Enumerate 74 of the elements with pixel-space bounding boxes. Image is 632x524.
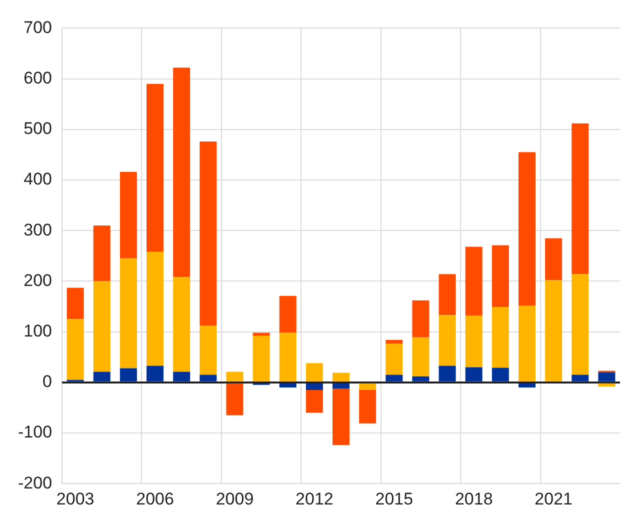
bar bbox=[200, 142, 217, 326]
bar bbox=[146, 84, 164, 252]
y-tick-label: 0 bbox=[42, 372, 52, 392]
x-tick-label: 2009 bbox=[216, 489, 254, 508]
bar bbox=[518, 305, 536, 382]
y-tick-label: 600 bbox=[24, 68, 52, 88]
bar bbox=[200, 374, 217, 382]
bar bbox=[120, 258, 137, 368]
bar bbox=[465, 246, 482, 316]
bar bbox=[572, 374, 589, 382]
bar bbox=[492, 245, 509, 308]
bar bbox=[359, 390, 376, 424]
bar bbox=[252, 336, 270, 382]
bar bbox=[492, 307, 509, 368]
bar bbox=[359, 383, 376, 390]
bar bbox=[332, 388, 350, 446]
bar bbox=[146, 366, 164, 382]
bar bbox=[173, 372, 190, 382]
y-tick-label: 400 bbox=[24, 170, 52, 189]
bar bbox=[120, 172, 137, 258]
bar bbox=[518, 383, 536, 388]
bar bbox=[412, 337, 430, 376]
x-tick-label: 2018 bbox=[454, 489, 493, 508]
bar bbox=[66, 319, 84, 380]
bar bbox=[386, 340, 403, 344]
bar bbox=[438, 315, 456, 366]
bar bbox=[412, 376, 430, 382]
bar bbox=[438, 274, 456, 316]
x-tick-label: 2003 bbox=[56, 489, 94, 508]
bar bbox=[146, 252, 164, 366]
bar bbox=[412, 300, 430, 338]
y-tick-label: 500 bbox=[24, 119, 52, 138]
bar bbox=[545, 280, 562, 382]
bar bbox=[173, 277, 190, 372]
bar bbox=[332, 372, 350, 382]
bar bbox=[93, 281, 110, 372]
bar bbox=[465, 367, 482, 382]
bar bbox=[120, 368, 137, 382]
bar bbox=[279, 296, 296, 333]
y-tick-label: -200 bbox=[18, 473, 52, 492]
bar bbox=[226, 372, 244, 382]
bar bbox=[465, 316, 482, 368]
bar bbox=[306, 383, 323, 390]
bar bbox=[598, 383, 616, 386]
x-tick-label: 2006 bbox=[136, 489, 174, 508]
bar bbox=[492, 368, 509, 382]
x-tick-label: 2015 bbox=[375, 489, 414, 508]
bar bbox=[306, 363, 323, 382]
bar bbox=[173, 68, 190, 278]
y-tick-label: 100 bbox=[24, 321, 52, 340]
bar bbox=[386, 374, 403, 382]
bar bbox=[93, 226, 110, 282]
bar bbox=[438, 366, 456, 382]
bar bbox=[252, 332, 270, 336]
x-tick-label: 2021 bbox=[534, 489, 572, 508]
bar bbox=[226, 383, 244, 416]
bar bbox=[93, 372, 110, 382]
bar bbox=[518, 152, 536, 306]
bar bbox=[545, 238, 562, 280]
y-tick-label: -100 bbox=[18, 422, 52, 442]
y-tick-label: 700 bbox=[24, 18, 52, 37]
bar bbox=[598, 372, 616, 382]
bar bbox=[386, 343, 403, 375]
bar bbox=[66, 288, 84, 320]
bar bbox=[572, 274, 589, 375]
x-tick-label: 2012 bbox=[296, 489, 334, 508]
bar bbox=[279, 383, 296, 388]
bar bbox=[279, 332, 296, 382]
y-tick-label: 200 bbox=[24, 270, 52, 290]
bar bbox=[200, 326, 217, 375]
bar bbox=[332, 383, 350, 388]
y-tick-label: 300 bbox=[24, 220, 52, 240]
bar bbox=[306, 390, 323, 413]
bar bbox=[572, 123, 589, 274]
